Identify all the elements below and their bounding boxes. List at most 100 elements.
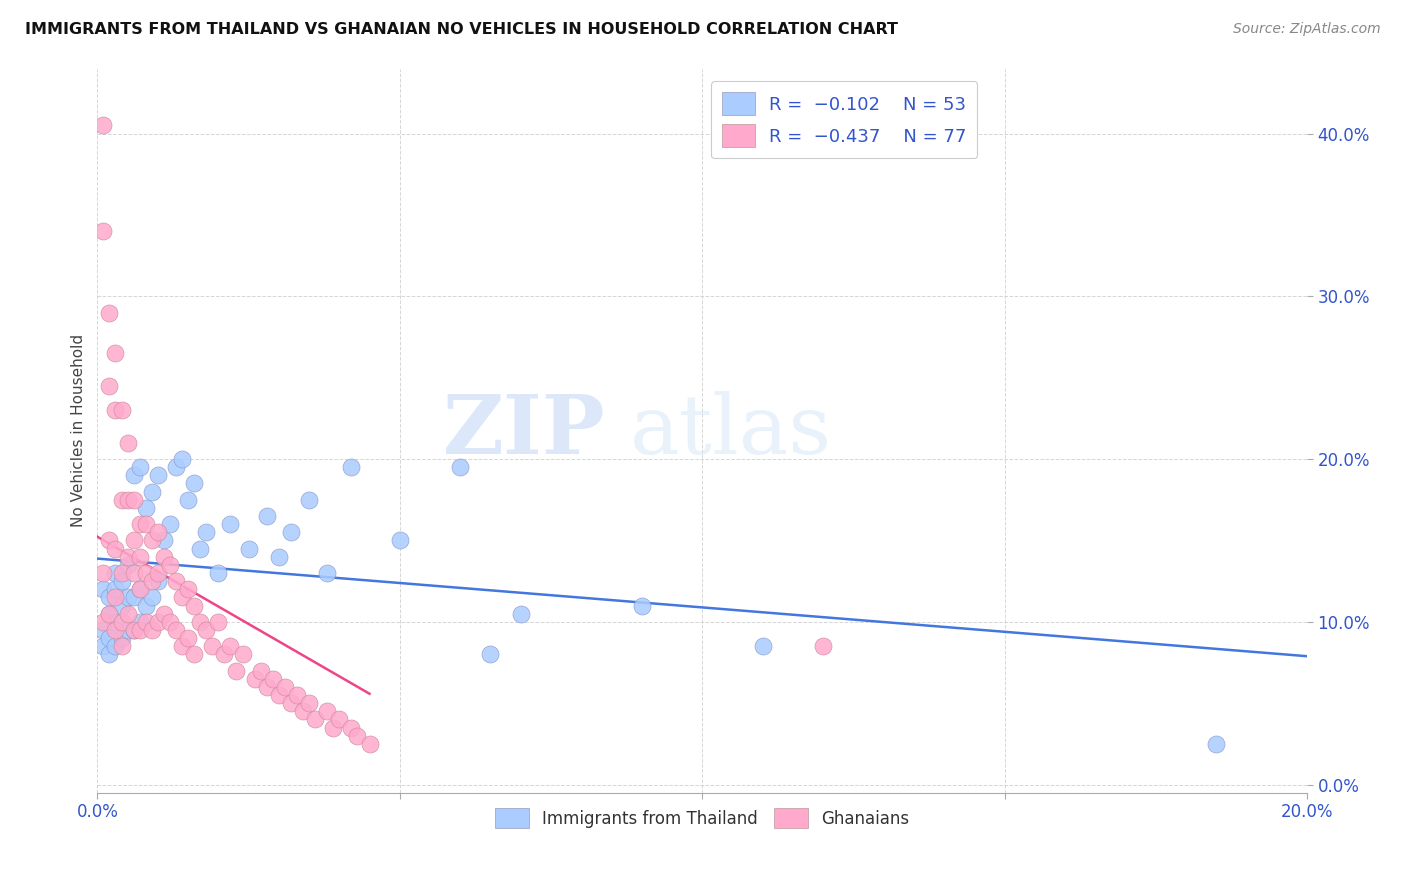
Point <box>231 648 253 662</box>
Point <box>110 566 132 580</box>
Point <box>340 721 363 735</box>
Point <box>243 672 266 686</box>
Point <box>479 648 502 662</box>
Point <box>122 591 145 605</box>
Point <box>201 639 224 653</box>
Point <box>219 517 242 532</box>
Point <box>110 631 132 645</box>
Point <box>316 566 339 580</box>
Y-axis label: No Vehicles in Household: No Vehicles in Household <box>72 334 86 527</box>
Point <box>98 379 121 393</box>
Point <box>110 403 132 417</box>
Point <box>267 549 290 564</box>
Point <box>165 574 187 588</box>
Point <box>104 346 127 360</box>
Point <box>274 680 297 694</box>
Point <box>110 615 132 629</box>
Point <box>256 508 278 523</box>
Point <box>98 591 121 605</box>
Point <box>122 533 145 548</box>
Point <box>141 574 163 588</box>
Point <box>153 607 176 621</box>
Point <box>104 639 127 653</box>
Point <box>93 566 115 580</box>
Point <box>104 566 127 580</box>
Point <box>207 566 229 580</box>
Point <box>170 591 193 605</box>
Point <box>359 737 381 751</box>
Point <box>256 680 278 694</box>
Text: atlas: atlas <box>630 391 832 471</box>
Point <box>195 623 218 637</box>
Point <box>280 696 302 710</box>
Point <box>146 574 169 588</box>
Point <box>135 566 157 580</box>
Point <box>98 305 121 319</box>
Point <box>128 549 150 564</box>
Point <box>183 476 205 491</box>
Point <box>117 492 139 507</box>
Point <box>322 721 344 735</box>
Point <box>183 648 205 662</box>
Point <box>1205 737 1227 751</box>
Point <box>110 574 132 588</box>
Point <box>122 492 145 507</box>
Point <box>141 623 163 637</box>
Point <box>159 517 181 532</box>
Point <box>104 623 127 637</box>
Point <box>316 704 339 718</box>
Point <box>141 484 163 499</box>
Point <box>93 119 115 133</box>
Point <box>93 224 115 238</box>
Point <box>170 639 193 653</box>
Point <box>225 664 247 678</box>
Point <box>177 582 200 597</box>
Point <box>110 599 132 613</box>
Point <box>110 492 132 507</box>
Text: Source: ZipAtlas.com: Source: ZipAtlas.com <box>1233 22 1381 37</box>
Legend: Immigrants from Thailand, Ghanaians: Immigrants from Thailand, Ghanaians <box>488 801 915 835</box>
Point <box>509 607 531 621</box>
Point <box>110 639 132 653</box>
Point <box>104 541 127 556</box>
Point <box>98 631 121 645</box>
Point <box>153 533 176 548</box>
Point <box>117 623 139 637</box>
Point <box>177 631 200 645</box>
Point <box>188 615 211 629</box>
Point <box>328 713 350 727</box>
Point <box>267 688 290 702</box>
Point <box>262 672 284 686</box>
Point <box>135 599 157 613</box>
Point <box>117 591 139 605</box>
Point <box>135 615 157 629</box>
Point <box>128 517 150 532</box>
Point <box>135 517 157 532</box>
Point <box>159 558 181 572</box>
Point <box>117 549 139 564</box>
Point <box>170 452 193 467</box>
Point <box>304 713 326 727</box>
Point <box>183 599 205 613</box>
Point <box>93 582 115 597</box>
Point <box>159 615 181 629</box>
Point <box>630 599 652 613</box>
Point <box>188 541 211 556</box>
Point <box>280 525 302 540</box>
Point <box>346 729 368 743</box>
Point <box>219 639 242 653</box>
Point <box>128 615 150 629</box>
Point <box>128 460 150 475</box>
Point <box>751 639 773 653</box>
Point <box>117 435 139 450</box>
Point <box>93 639 115 653</box>
Point <box>98 648 121 662</box>
Point <box>146 566 169 580</box>
Point <box>195 525 218 540</box>
Point <box>104 403 127 417</box>
Point <box>98 607 121 621</box>
Point <box>104 591 127 605</box>
Point <box>128 582 150 597</box>
Point <box>153 549 176 564</box>
Point <box>98 607 121 621</box>
